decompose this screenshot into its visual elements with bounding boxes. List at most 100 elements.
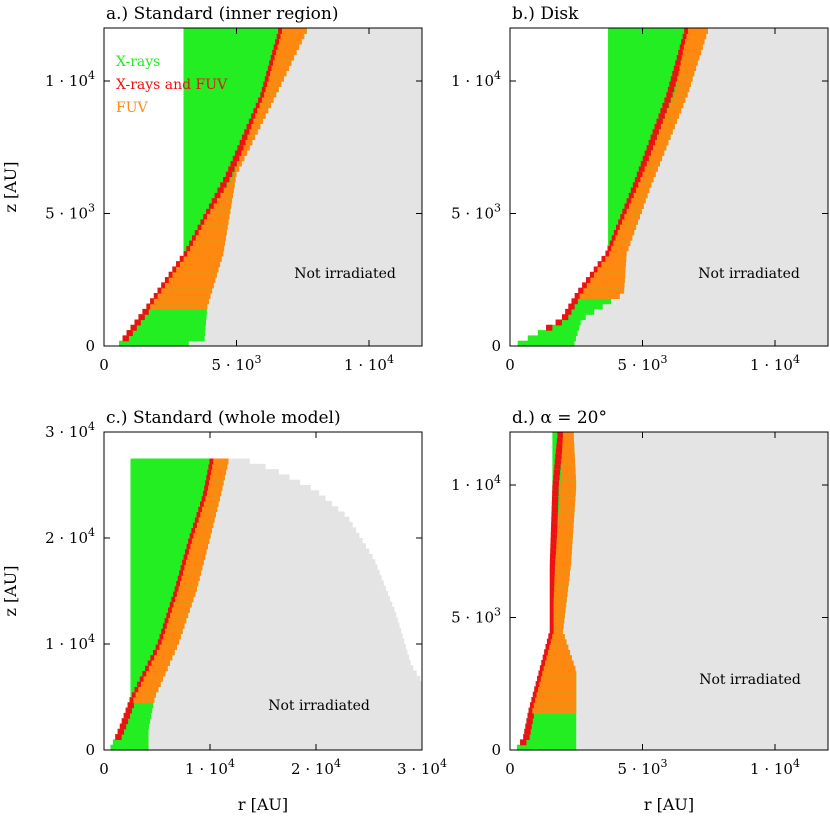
xray-fuv-cell [616,224,623,230]
xray-cell [520,739,577,746]
fuv-cell [190,543,208,550]
not-irradiated-cell [692,75,828,82]
xray-fuv-cell [214,192,221,199]
xray-cell [608,128,673,135]
xray-fuv-cell [662,102,669,109]
xray-fuv-cell [276,33,284,40]
not-irradiated-cell [574,453,828,460]
xray-cell [130,585,197,592]
xray-fuv-cell [642,155,650,162]
fuv-cell [555,553,572,560]
xray-fuv-cell [624,202,631,209]
not-irradiated-cell [208,298,422,305]
fuv-cell [681,54,700,61]
tick-label: 5 · 103 [45,202,95,223]
fuv-cell [558,511,575,518]
fuv-cell [557,527,574,534]
xray-fuv-cell [263,81,270,87]
fuv-cell [230,176,236,183]
xray-cell [608,176,654,183]
fuv-cell [579,293,620,299]
fuv-cell [151,659,171,666]
not-irradiated-cell [625,266,828,273]
not-irradiated-cell [657,165,828,172]
tick-label: 1 · 104 [750,757,800,778]
fuv-cell [661,123,675,130]
fuv-cell [273,59,292,66]
fuv-cell [184,564,203,571]
xray-cell [183,149,248,156]
xray-fuv-cell [251,112,258,119]
fuv-cell [560,474,576,481]
xray-cell [130,606,190,613]
not-irradiated-cell [624,277,828,283]
xray-fuv-cell [571,298,578,305]
fuv-cell [554,585,569,592]
xray-fuv-cell [555,453,562,460]
fuv-cell [237,160,242,167]
xray-fuv-cell [551,506,558,513]
fuv-cell [267,81,282,87]
plot-frame [103,27,423,347]
fuv-cell [202,506,218,513]
xray-cell [183,81,282,87]
xray-cell [130,601,192,608]
not-irradiated-cell [207,543,367,550]
xray-cell [130,532,211,539]
not-irradiated-cell [690,81,828,87]
fuv-cell [557,522,574,528]
xray-fuv-cell [199,500,207,507]
not-irradiated-cell [234,181,422,188]
xray-cell [130,490,222,497]
xray-cell [123,712,152,719]
xray-fuv-cell [552,490,559,497]
xray-fuv-cell [123,712,131,719]
not-irradiated-cell [153,702,423,709]
xray-cell [183,54,295,61]
fuv-cell [553,596,567,603]
fuv-cell [540,675,577,682]
not-irradiated-cell [225,240,422,246]
not-irradiated-cell [628,245,828,252]
not-irradiated-cell [304,33,422,40]
fuv-cell [135,691,157,698]
xray-cell [130,649,175,656]
not-irradiated-cell [212,287,422,294]
tick-label: 0 [491,741,501,759]
fuv-cell [253,118,263,124]
xray-cell [183,123,261,130]
not-irradiated-cell [574,340,828,347]
xray-fuv-cell [684,28,691,34]
not-irradiated-cell [575,458,828,465]
xray-cell [525,723,577,730]
fuv-cell [561,469,576,475]
xray-cell [119,723,150,730]
xray-fuv-cell [551,522,558,528]
xray-fuv-cell [172,266,179,273]
xray-fuv-cell [150,654,157,661]
not-irradiated-cell [576,675,828,682]
not-irradiated-cell [221,490,320,497]
not-irradiated-cell [569,575,828,581]
not-irradiated-cell [283,75,422,82]
xray-fuv-cell [618,218,625,225]
tick-label: 1 · 104 [451,473,501,494]
not-irradiated-cell [573,659,828,666]
xray-cell [122,335,205,342]
not-irradiated-cell [172,654,410,661]
not-irradiated-cell [257,128,422,135]
not-irradiated-cell [563,628,828,634]
tick-label: 0 [99,760,109,778]
fuv-cell [181,575,200,581]
fuv-cell [659,128,673,135]
xray-cell [183,96,274,103]
not-irradiated-cell [260,123,422,130]
fuv-cell [650,149,665,156]
xray-fuv-cell [664,96,671,103]
not-irradiated-cell [666,144,828,151]
fuv-cell [561,463,576,470]
not-irradiated-cell [576,670,828,677]
fuv-cell [133,697,155,703]
fuv-cell [180,580,199,587]
fuv-cell [556,543,573,550]
